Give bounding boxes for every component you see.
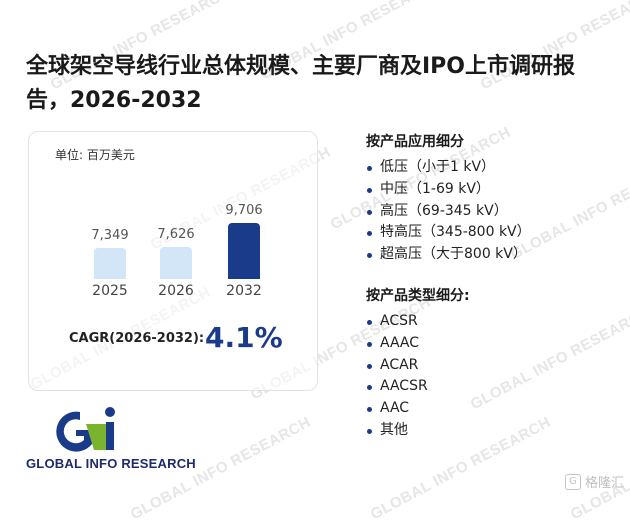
bar-category-label: 2032 xyxy=(226,283,262,299)
application-list: 低压（小于1 kV） 中压（1-69 kV） 高压（69-345 kV） 特高压（34… xyxy=(366,157,531,266)
unit-label: 单位: 百万美元 xyxy=(55,148,135,162)
application-section: 按产品应用细分 xyxy=(366,131,464,151)
watermark-text: GLOBAL INFO RESEARCH xyxy=(467,303,630,414)
gelonghui-icon: G xyxy=(564,473,581,490)
cagr-value: 4.1% xyxy=(205,321,283,354)
bar-2032 xyxy=(228,223,260,279)
bar-category-label: 2025 xyxy=(92,283,128,299)
logo-text: GLOBAL INFO RESEARCH xyxy=(26,456,196,471)
corner-brand-text: 格隆汇 xyxy=(584,476,624,491)
bar-value-label: 9,706 xyxy=(225,203,263,218)
product-type-list-item: ACAR xyxy=(366,355,428,377)
bar-2026 xyxy=(160,247,192,279)
product-type-list-item: AACSR xyxy=(366,376,428,398)
product-type-list-item: ACSR xyxy=(366,311,428,333)
bar-value-label: 7,626 xyxy=(157,227,195,242)
application-list-wrap: 低压（小于1 kV） 中压（1-69 kV） 高压（69-345 kV） 特高压（34… xyxy=(366,157,531,266)
product-type-list-item: AAC xyxy=(366,398,428,420)
application-list-item: 低压（小于1 kV） xyxy=(366,157,531,179)
bar-2025 xyxy=(94,248,126,279)
product-type-list-item: 其他 xyxy=(366,420,428,442)
product-type-title: 按产品类型细分: xyxy=(366,288,470,304)
application-list-item: 高压（69-345 kV） xyxy=(366,201,531,223)
application-list-item: 中压（1-69 kV） xyxy=(366,179,531,201)
application-list-item: 特高压（345-800 kV） xyxy=(366,222,531,244)
application-list-item: 超高压（大于800 kV） xyxy=(366,244,531,266)
gir-logo: GLOBAL INFO RESEARCH xyxy=(22,402,222,472)
product-type-list: ACSR AAAC ACAR AACSR AAC 其他 xyxy=(366,311,428,442)
product-type-list-wrap: ACSR AAAC ACAR AACSR AAC 其他 xyxy=(366,311,428,442)
corner-brand: G 格隆汇 xyxy=(564,472,624,491)
bar-value-label: 7,349 xyxy=(91,228,129,243)
market-size-card: 单位: 百万美元 7,349 2025 7,626 2026 9,706 2032 CAG… xyxy=(28,131,318,391)
cagr-label: CAGR(2026-2032): xyxy=(69,331,205,346)
gir-logo-icon xyxy=(56,407,115,452)
bar-chart: 7,349 2025 7,626 2026 9,706 2032 xyxy=(29,132,317,390)
product-type-list-item: AAAC xyxy=(366,333,428,355)
page-title: 全球架空导线行业总体规模、主要厂商及IPO上市调研报告，2026-2032 xyxy=(26,54,576,113)
product-type-section: 按产品类型细分: xyxy=(366,285,470,305)
application-title: 按产品应用细分 xyxy=(366,134,464,150)
watermark-text: GLOBAL INFO RESEARCH xyxy=(567,414,630,523)
bar-category-label: 2026 xyxy=(158,283,194,299)
